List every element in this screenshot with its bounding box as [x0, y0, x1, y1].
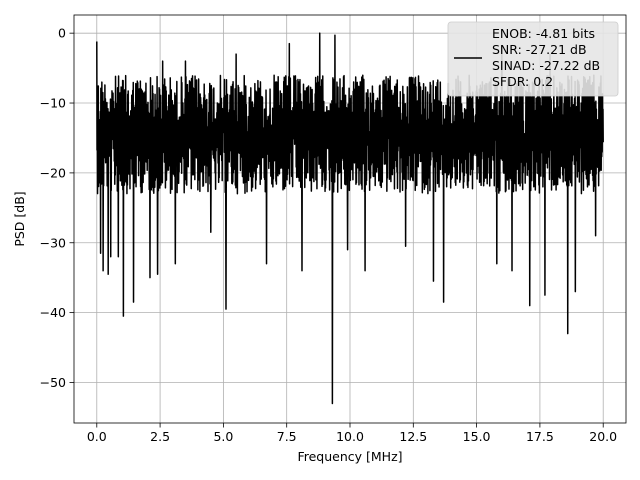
psd-series-line: [96, 32, 604, 405]
x-tick-label: 12.5: [399, 429, 427, 444]
ticks: 0.0 2.5 5.0 7.5 10.0 12.5 15.0 17.5 20.0 0 −10 −20 −…: [40, 26, 618, 444]
x-tick-label: 7.5: [277, 429, 297, 444]
x-tick-label: 2.5: [150, 429, 170, 444]
y-tick-label: −30: [40, 235, 66, 250]
y-tick-label: 0: [58, 26, 66, 41]
x-tick-label: 17.5: [526, 429, 554, 444]
y-tick-label: −50: [40, 375, 66, 390]
x-tick-label: 10.0: [336, 429, 364, 444]
plot-area: [96, 32, 604, 405]
y-tick-label: −40: [40, 305, 66, 320]
x-axis-label: Frequency [MHz]: [297, 449, 402, 464]
legend-entry: ENOB: -4.81 bits: [492, 26, 595, 41]
x-tick-label: 15.0: [463, 429, 491, 444]
y-tick-label: −20: [40, 165, 66, 180]
y-tick-label: −10: [40, 96, 66, 111]
legend-box: [447, 21, 619, 97]
legend-entry: SINAD: -27.22 dB: [492, 58, 600, 73]
legend-entry: SNR: -27.21 dB: [492, 42, 587, 57]
x-tick-label: 0.0: [87, 429, 107, 444]
x-tick-label: 5.0: [213, 429, 233, 444]
y-axis-label: PSD [dB]: [12, 191, 27, 246]
x-tick-label: 20.0: [589, 429, 617, 444]
legend-entry: SFDR: 0.2: [492, 74, 553, 89]
